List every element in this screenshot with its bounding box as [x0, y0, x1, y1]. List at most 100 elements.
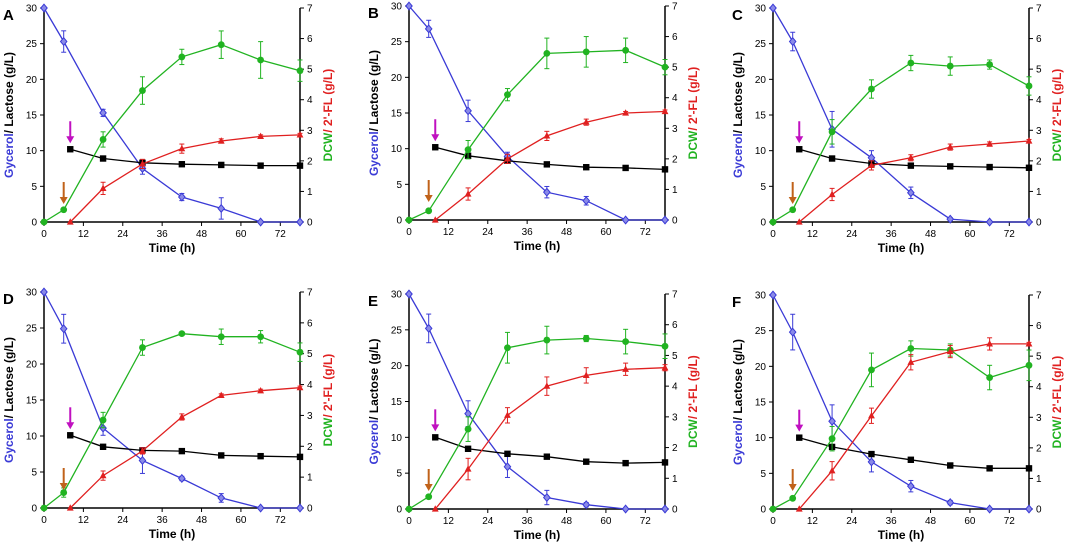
y-right-tick-label: 4: [1036, 382, 1042, 393]
x-tick-label: 48: [925, 516, 937, 527]
y-left-label-lactose: / Lactose (g/L): [367, 50, 381, 131]
data-point-glycerol: [296, 503, 304, 513]
x-tick-label: 60: [964, 229, 976, 240]
data-point-dcw: [217, 41, 225, 49]
y-right-tick-label: 3: [307, 126, 313, 137]
data-point-2-fl: [178, 144, 186, 152]
series-line-dcw: [408, 337, 666, 510]
y-left-tick-label: 10: [26, 432, 38, 443]
y-left-label-lactose: / Lactose (g/L): [731, 52, 745, 133]
data-point-lactose: [543, 161, 551, 168]
y-right-label-2fl: / 2'-FL (g/L): [1050, 69, 1064, 133]
data-point-2-fl: [178, 413, 186, 420]
data-point-2-fl: [431, 505, 439, 512]
y-left-tick-label: 0: [760, 505, 766, 516]
y-left-tick-label: 15: [755, 111, 767, 122]
data-point-2-fl: [795, 218, 803, 225]
y-left-tick-label: 20: [26, 360, 38, 371]
y-right-tick-label: 4: [307, 380, 313, 391]
data-point-glycerol: [542, 187, 551, 197]
y-right-tick-label: 1: [672, 474, 678, 485]
data-point-lactose: [178, 161, 186, 168]
y-left-tick-label: 20: [755, 75, 767, 86]
y-left-tick-label: 15: [26, 396, 38, 407]
panel-letter: F: [732, 294, 741, 311]
data-point-glycerol: [769, 3, 777, 13]
y-right-tick-label: 0: [307, 218, 313, 229]
y-right-tick-label: 1: [1036, 474, 1042, 485]
data-point-dcw: [296, 348, 304, 356]
data-point-2-fl: [543, 132, 551, 139]
y-right-label-2fl: / 2'-FL (g/L): [1050, 356, 1064, 420]
x-tick-label: 12: [807, 229, 819, 240]
y-right-tick-label: 0: [1036, 218, 1042, 229]
y-right-axis-label: DCW/ 2'-FL (g/L): [321, 354, 335, 447]
data-point-dcw: [769, 218, 777, 226]
data-point-2-fl: [582, 118, 590, 125]
series-line-dcw: [772, 62, 1030, 223]
data-point-2-fl: [257, 386, 265, 394]
x-tick-label: 36: [157, 515, 169, 526]
x-tick-label: 24: [482, 227, 494, 238]
data-point-glycerol: [59, 324, 68, 334]
series-line-glycerol: [772, 294, 1029, 510]
y-left-axis-label: Gycerol/ Lactose (g/L): [731, 52, 745, 178]
x-tick-label: 12: [807, 516, 819, 527]
y-right-label-dcw: DCW: [321, 417, 335, 446]
series-line-2-fl: [69, 134, 301, 223]
data-point-lactose: [1025, 465, 1033, 472]
data-point-2-fl: [464, 190, 472, 197]
y-right-tick-label: 4: [672, 382, 678, 393]
y-right-label-dcw: DCW: [1050, 419, 1064, 448]
induction-arrow-head: [795, 424, 804, 432]
data-point-dcw: [1025, 82, 1033, 90]
y-right-tick-label: 0: [672, 505, 678, 516]
data-point-glycerol: [138, 455, 147, 466]
data-point-dcw: [425, 207, 433, 215]
x-tick-label: 36: [157, 229, 169, 240]
data-point-lactose: [67, 146, 74, 153]
x-tick-label: 24: [482, 516, 494, 527]
y-right-tick-label: 2: [307, 156, 313, 167]
x-tick-label: 36: [522, 227, 534, 238]
y-left-tick-label: 10: [755, 433, 767, 444]
feed-arrow-head: [424, 195, 433, 202]
y-left-tick-label: 25: [391, 325, 403, 336]
y-right-label-2fl: / 2'-FL (g/L): [686, 355, 700, 419]
data-point-dcw: [769, 505, 777, 513]
y-right-tick-label: 3: [672, 124, 678, 135]
y-left-label-glycerol: Gycerol: [731, 420, 745, 465]
data-point-dcw: [217, 333, 225, 341]
y-left-tick-label: 25: [26, 39, 38, 50]
y-left-tick-label: 10: [26, 146, 38, 157]
data-point-lactose: [67, 432, 74, 439]
y-left-label-glycerol: Gycerol: [731, 133, 745, 178]
data-point-glycerol: [582, 196, 591, 206]
data-point-dcw: [139, 344, 146, 351]
data-point-glycerol: [582, 500, 591, 510]
data-point-lactose: [661, 459, 669, 466]
x-tick-label: 60: [235, 515, 247, 526]
series-line-glycerol: [408, 5, 665, 221]
data-point-dcw: [582, 48, 590, 56]
data-point-lactose: [543, 453, 551, 460]
data-point-2-fl: [622, 365, 630, 372]
y-left-tick-label: 30: [26, 4, 38, 15]
y-right-tick-label: 1: [307, 473, 313, 484]
data-point-dcw: [40, 504, 48, 512]
y-left-tick-label: 0: [31, 504, 37, 515]
y-left-tick-label: 30: [755, 4, 767, 15]
y-right-tick-label: 7: [1036, 291, 1042, 302]
data-point-dcw: [986, 374, 994, 381]
induction-arrow-head: [66, 422, 75, 430]
induction-arrow-head: [431, 134, 440, 142]
x-axis-label: Time (h): [514, 528, 560, 542]
y-left-tick-label: 25: [755, 326, 767, 337]
y-right-label-dcw: DCW: [686, 130, 700, 159]
data-point-lactose: [907, 456, 915, 463]
y-right-tick-label: 7: [307, 4, 313, 15]
y-left-tick-label: 5: [760, 182, 766, 193]
